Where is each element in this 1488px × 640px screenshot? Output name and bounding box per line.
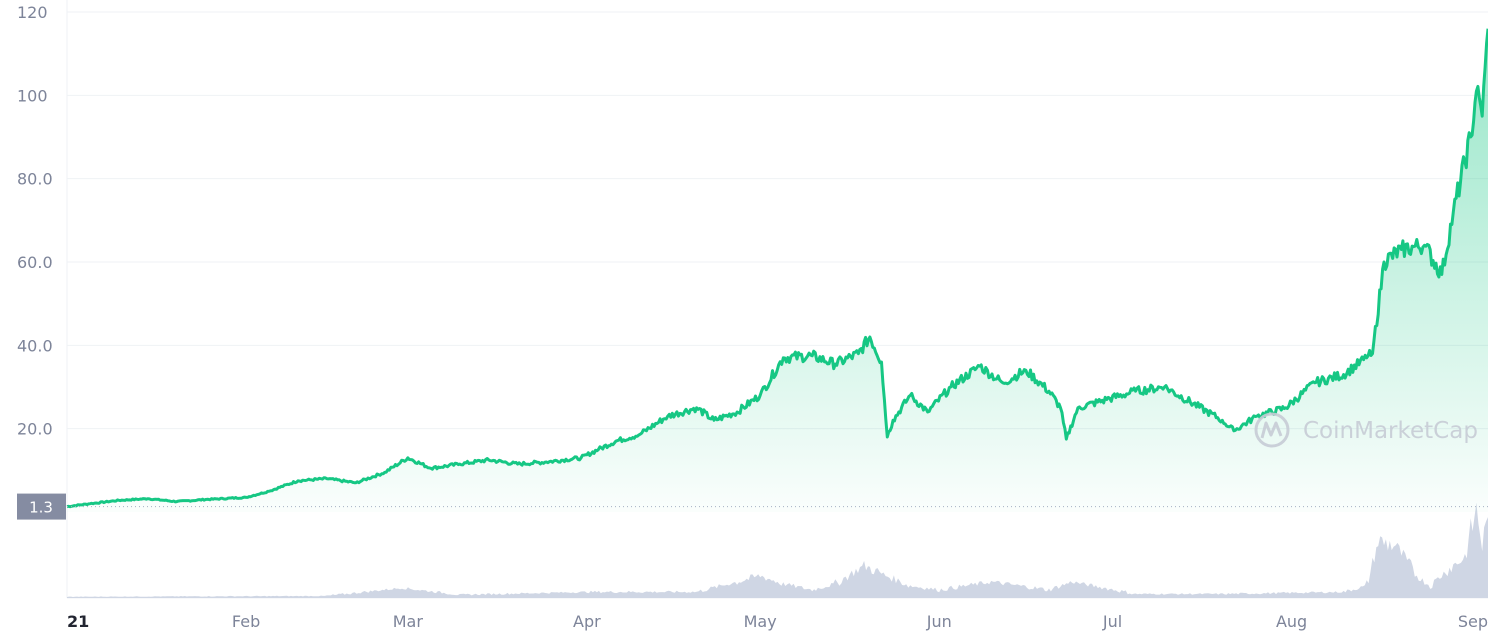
y-tick-label: 40.0 xyxy=(17,336,53,355)
price-area-fill xyxy=(67,28,1488,512)
watermark: CoinMarketCap xyxy=(1254,412,1478,448)
watermark-text: CoinMarketCap xyxy=(1303,418,1478,444)
x-tick-label: Sep xyxy=(1458,612,1488,631)
x-tick-label: Apr xyxy=(573,612,601,631)
volume-series-area xyxy=(67,502,1488,598)
x-tick-label: 21 xyxy=(67,612,89,631)
reference-label: 1.3 xyxy=(29,499,53,517)
x-tick-label: Mar xyxy=(393,612,424,631)
y-tick-label: 20.0 xyxy=(17,420,53,439)
y-tick-label: 60.0 xyxy=(17,253,53,272)
coinmarketcap-logo-mark xyxy=(1260,421,1283,439)
x-tick-label: May xyxy=(744,612,777,631)
price-series-line xyxy=(66,28,1488,509)
coinmarketcap-logo-icon xyxy=(1254,412,1290,448)
x-tick-label: Feb xyxy=(232,612,260,631)
y-tick-label: 120 xyxy=(17,3,48,22)
y-tick-label: 100 xyxy=(17,86,48,105)
volume-area xyxy=(67,502,1488,598)
price-line xyxy=(66,28,1488,509)
x-tick-label: Aug xyxy=(1276,612,1307,631)
x-tick-label: Jun xyxy=(926,612,952,631)
x-axis: 21 Feb Mar Apr May Jun Jul Aug Sep xyxy=(67,612,1488,631)
reference-line: 1.3 xyxy=(17,493,1488,520)
y-tick-label: 80.0 xyxy=(17,170,53,189)
reference-label-badge xyxy=(17,493,66,520)
y-axis: 20.0 40.0 60.0 80.0 100 120 xyxy=(17,3,53,439)
x-tick-label: Jul xyxy=(1102,612,1122,631)
price-area xyxy=(67,28,1488,512)
